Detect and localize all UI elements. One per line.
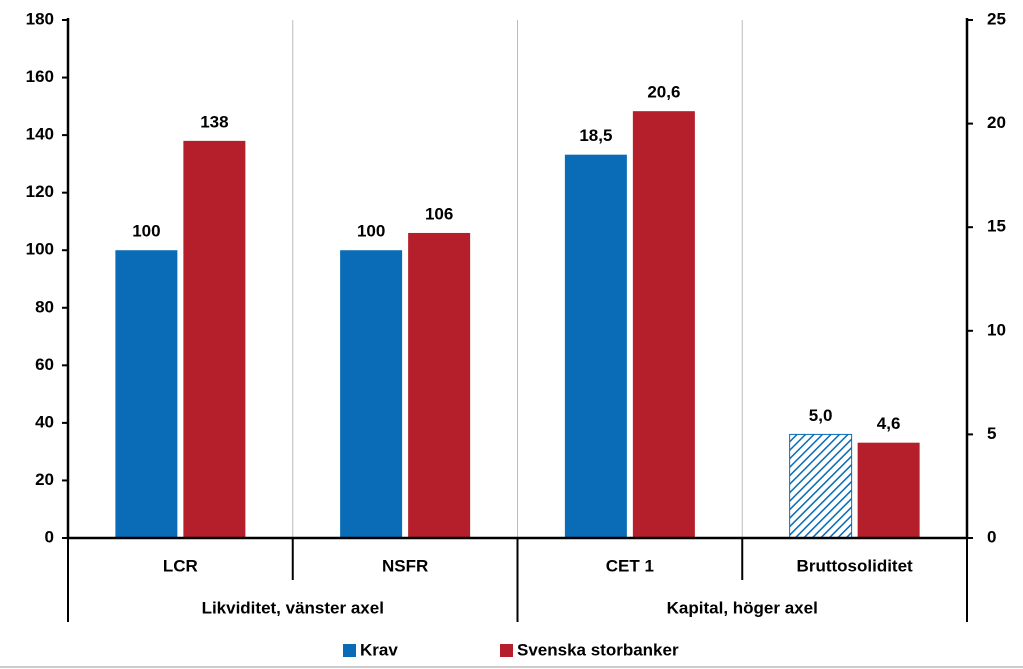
legend-label: Krav [360, 640, 398, 659]
y-tick-label: 0 [45, 527, 54, 546]
y-tick-label: 80 [35, 297, 54, 316]
bar [340, 250, 403, 538]
y2-tick-label: 0 [987, 527, 996, 546]
data-label: 106 [425, 204, 453, 223]
y-tick-label: 180 [26, 9, 54, 28]
data-label: 5,0 [809, 406, 833, 425]
y-tick-label: 40 [35, 412, 54, 431]
y2-tick-label: 20 [987, 113, 1006, 132]
data-label: 4,6 [877, 414, 901, 433]
data-label: 100 [357, 222, 385, 241]
bar [632, 111, 695, 538]
y-tick-label: 100 [26, 240, 54, 259]
y2-tick-label: 5 [987, 424, 996, 443]
y-tick-label: 160 [26, 67, 54, 86]
x-tick-label: CET 1 [606, 556, 654, 575]
y-tick-label: 120 [26, 182, 54, 201]
data-label: 20,6 [647, 83, 680, 102]
y-tick-label: 140 [26, 125, 54, 144]
x-tick-label: Bruttosoliditet [797, 556, 913, 575]
y-tick-label: 60 [35, 355, 54, 374]
bar [183, 140, 246, 538]
data-label: 100 [132, 222, 160, 241]
bar [857, 442, 920, 538]
group-label: Likviditet, vänster axel [202, 598, 384, 617]
bar [789, 433, 853, 539]
legend-swatch [343, 644, 356, 657]
legend-swatch [500, 644, 513, 657]
legend-label: Svenska storbanker [517, 640, 679, 659]
y-tick-label: 20 [35, 470, 54, 489]
y2-tick-label: 10 [987, 320, 1006, 339]
x-tick-label: LCR [163, 556, 198, 575]
x-tick-label: NSFR [382, 556, 428, 575]
bar [564, 154, 627, 538]
data-label: 18,5 [579, 126, 612, 145]
bar [408, 232, 471, 538]
y2-tick-label: 15 [987, 217, 1006, 236]
group-label: Kapital, höger axel [667, 598, 818, 617]
y2-tick-label: 25 [987, 9, 1006, 28]
bar [115, 250, 178, 538]
data-label: 138 [200, 112, 228, 131]
